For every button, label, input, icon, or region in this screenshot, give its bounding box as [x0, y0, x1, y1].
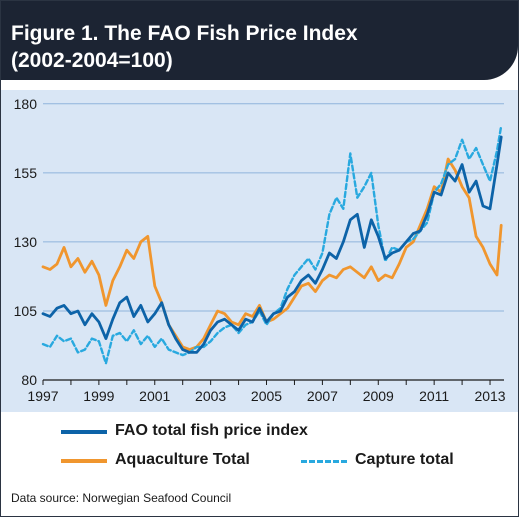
y-tick-label-105: 105 [14, 303, 38, 319]
figure-subtitle: (2002-2004=100) [11, 49, 173, 72]
plot-panel [1, 90, 518, 412]
x-tick-label-2007: 2007 [307, 388, 338, 404]
x-tick-label-2011: 2011 [419, 388, 449, 404]
legend-swatch-fao [61, 430, 107, 434]
series-capture-total [41, 124, 503, 365]
series-aquaculture-total [41, 157, 503, 352]
gridlines [43, 103, 504, 312]
legend-label-aquaculture: Aquaculture Total [115, 451, 250, 468]
x-tick-label-1997: 1997 [27, 388, 58, 404]
series-lines [41, 124, 503, 365]
x-tick-label-2005: 2005 [251, 388, 282, 404]
legend-label-capture: Capture total [355, 451, 454, 468]
data-source-note: Data source: Norwegian Seafood Council [11, 491, 232, 505]
y-tick-label-180: 180 [14, 96, 38, 112]
x-tick-label-1999: 1999 [83, 388, 114, 404]
x-axis-labels: 1997 1999 2001 2003 2005 2007 2009 2011 2013 [27, 388, 505, 404]
y-tick-label-130: 130 [14, 234, 38, 250]
series-fao-total [41, 135, 503, 354]
x-tick-label-2001: 2001 [139, 388, 170, 404]
x-axis [42, 379, 504, 385]
legend-swatch-capture [301, 460, 347, 463]
x-tick-label-2009: 2009 [363, 388, 394, 404]
y-axis-labels: 80 105 130 155 180 [14, 96, 38, 388]
legend-swatch-aquaculture [61, 459, 107, 463]
y-tick-label-80: 80 [21, 372, 37, 388]
figure-header: Figure 1. The FAO Fish Price Index (2002… [1, 1, 518, 80]
line-chart: 80 105 130 155 180 1997 1999 2001 2003 2005 2007 2… [14, 96, 506, 404]
legend-label-fao: FAO total fish price index [115, 422, 308, 439]
x-tick-label-2013: 2013 [474, 388, 505, 404]
x-tick-label-2003: 2003 [195, 388, 226, 404]
figure-title: Figure 1. The FAO Fish Price Index [11, 22, 358, 45]
y-tick-label-155: 155 [14, 165, 38, 181]
